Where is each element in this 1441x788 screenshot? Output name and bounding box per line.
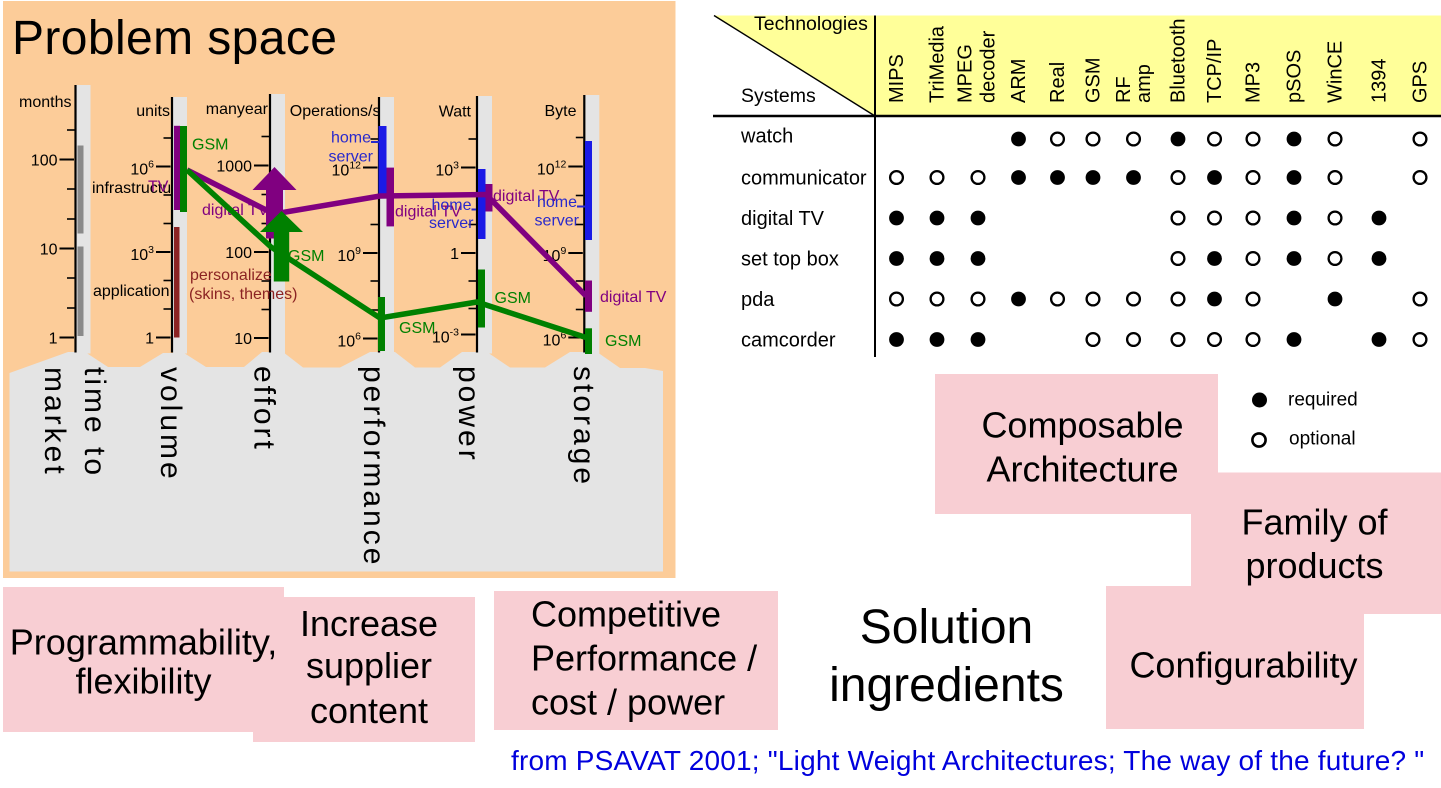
svg-text:infrastructure: infrastructure xyxy=(92,180,185,197)
svg-text:GSM: GSM xyxy=(288,248,324,265)
svg-text:market: market xyxy=(38,367,71,477)
svg-text:100: 100 xyxy=(31,153,58,170)
svg-text:application: application xyxy=(93,283,170,300)
svg-text:personalize: personalize xyxy=(190,267,272,284)
svg-text:months: months xyxy=(19,94,71,111)
svg-text:required: required xyxy=(1288,390,1358,411)
svg-text:Operations/s: Operations/s xyxy=(290,103,381,120)
svg-text:WinCE: WinCE xyxy=(1325,41,1347,103)
svg-text:cost / power: cost / power xyxy=(531,682,725,723)
svg-text:home: home xyxy=(431,197,471,214)
svg-text:server: server xyxy=(329,149,374,166)
svg-text:MIPS: MIPS xyxy=(886,54,908,103)
svg-text:flexibility: flexibility xyxy=(75,661,211,702)
svg-text:Real: Real xyxy=(1047,62,1069,103)
svg-text:digital TV: digital TV xyxy=(600,289,667,306)
svg-text:Composable: Composable xyxy=(981,405,1183,446)
svg-text:GSM: GSM xyxy=(1083,57,1105,103)
svg-text:decoder: decoder xyxy=(978,30,1000,103)
svg-text:TV: TV xyxy=(148,179,169,196)
svg-text:Watt: Watt xyxy=(439,104,472,121)
svg-text:set top box: set top box xyxy=(741,249,839,271)
svg-text:TCP/IP: TCP/IP xyxy=(1204,39,1226,103)
svg-text:Byte: Byte xyxy=(544,103,576,120)
svg-text:Performance /: Performance / xyxy=(531,638,757,679)
svg-text:Systems: Systems xyxy=(741,85,816,107)
svg-text:performance: performance xyxy=(357,366,390,567)
svg-text:1: 1 xyxy=(145,331,154,348)
svg-text:MPEG: MPEG xyxy=(955,44,977,103)
svg-text:communicator: communicator xyxy=(741,168,867,190)
svg-text:GSM: GSM xyxy=(605,333,641,350)
svg-text:digital TV: digital TV xyxy=(395,204,462,221)
svg-text:manyear: manyear xyxy=(206,101,269,118)
svg-text:GPS: GPS xyxy=(1410,61,1432,103)
svg-text:units: units xyxy=(136,103,170,120)
svg-text:1394: 1394 xyxy=(1369,59,1391,104)
svg-text:digital TV: digital TV xyxy=(202,202,269,219)
svg-text:ingredients: ingredients xyxy=(829,659,1064,712)
svg-text:time to: time to xyxy=(78,367,111,478)
svg-text:GSM: GSM xyxy=(495,290,531,307)
svg-text:camcorder: camcorder xyxy=(741,330,836,352)
svg-text:server: server xyxy=(429,215,474,232)
svg-text:1: 1 xyxy=(450,246,459,263)
svg-text:Increase: Increase xyxy=(300,603,438,644)
svg-text:(skins, themes): (skins, themes) xyxy=(189,286,297,303)
svg-text:GSM: GSM xyxy=(192,137,228,154)
svg-text:Bluetooth: Bluetooth xyxy=(1168,18,1190,103)
svg-text:10: 10 xyxy=(40,242,58,259)
svg-text:server: server xyxy=(535,213,580,230)
svg-text:MP3: MP3 xyxy=(1243,62,1265,103)
svg-text:products: products xyxy=(1245,545,1383,586)
svg-text:effort: effort xyxy=(248,366,281,452)
svg-text:RF: RF xyxy=(1113,76,1135,103)
svg-text:ARM: ARM xyxy=(1008,59,1030,103)
svg-text:watch: watch xyxy=(740,126,793,148)
svg-text:digital TV: digital TV xyxy=(493,188,560,205)
svg-text:digital TV: digital TV xyxy=(741,208,825,230)
svg-text:power: power xyxy=(452,366,485,463)
svg-text:Configurability: Configurability xyxy=(1129,645,1357,686)
svg-text:Competitive: Competitive xyxy=(531,594,721,635)
svg-text:optional: optional xyxy=(1289,429,1356,450)
svg-text:Programmability,: Programmability, xyxy=(10,622,277,663)
svg-text:home: home xyxy=(331,130,371,147)
svg-text:content: content xyxy=(310,690,428,731)
svg-text:storage: storage xyxy=(567,366,600,487)
svg-text:Technologies: Technologies xyxy=(754,13,868,35)
svg-text:amp: amp xyxy=(1133,64,1155,103)
svg-text:Problem space: Problem space xyxy=(12,12,337,65)
svg-text:Family of: Family of xyxy=(1241,502,1388,543)
svg-text:10: 10 xyxy=(234,331,252,348)
svg-text:pda: pda xyxy=(741,289,775,311)
svg-text:home: home xyxy=(537,194,577,211)
svg-text:Architecture: Architecture xyxy=(986,449,1178,490)
svg-text:GSM: GSM xyxy=(399,320,435,337)
svg-text:volume: volume xyxy=(154,367,187,482)
svg-text:from PSAVAT 2001; "Light Weigh: from PSAVAT 2001; "Light Weight Architec… xyxy=(511,745,1424,776)
svg-text:100: 100 xyxy=(225,245,252,262)
svg-text:1: 1 xyxy=(49,331,58,348)
svg-text:Solution: Solution xyxy=(860,601,1033,654)
svg-text:1000: 1000 xyxy=(216,159,252,176)
svg-text:pSOS: pSOS xyxy=(1284,50,1306,103)
svg-text:supplier: supplier xyxy=(306,645,432,686)
svg-text:TriMedia: TriMedia xyxy=(927,25,949,103)
